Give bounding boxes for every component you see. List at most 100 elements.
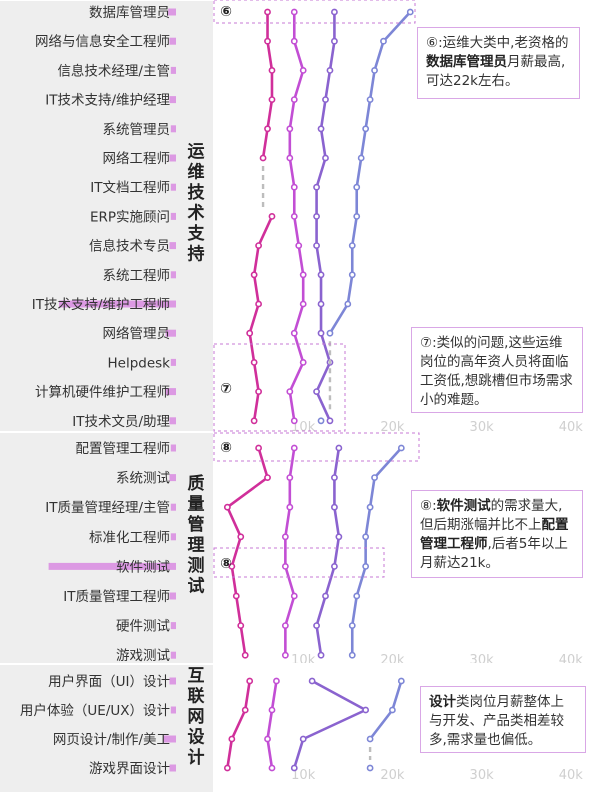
x-tick-qa-10k: 10k [291, 653, 316, 668]
series-segment [257, 446, 269, 479]
row-label: IT质量管理工程师 [63, 589, 170, 605]
series-point [290, 444, 298, 452]
series-segment [284, 594, 296, 627]
series-point [290, 183, 298, 191]
series-point [223, 503, 231, 511]
row-label: IT技术支持/维护经理 [45, 93, 170, 109]
x-tick-design-20k: 20k [380, 768, 405, 783]
note-7: ⑦:类似的问题,这些运维岗位的高年资人员将面临工资低,想跳槽但市场需求小的难题。 [411, 327, 583, 413]
demand-bar [169, 37, 176, 45]
series-segment [319, 331, 332, 364]
row-label: IT技术文员/助理 [72, 414, 170, 430]
series-point [313, 183, 320, 191]
demand-bar [170, 444, 176, 452]
note-8: ⑧:软件测试的需求量大,但后期涨幅并比不上配置管理工程师,后者5年以上月薪达21… [411, 490, 583, 578]
note-9-bold: 设计 [429, 694, 456, 710]
series-point [290, 8, 298, 16]
series-segment [288, 156, 296, 189]
row-label: IT质量管理经理/主管 [45, 500, 170, 516]
series-segment [270, 679, 278, 712]
series-segment [230, 708, 247, 741]
series-point [397, 444, 405, 452]
series-point [268, 96, 276, 103]
series-segment [333, 505, 341, 539]
series-point [255, 388, 262, 395]
series-segment [355, 565, 367, 598]
series-segment [235, 594, 243, 627]
section-title-design: 互联网设计 [188, 666, 205, 768]
row-label: 系统测试 [116, 471, 170, 487]
series-point [286, 474, 294, 481]
series-point [326, 67, 334, 74]
series-segment [292, 302, 305, 335]
series-segment [248, 302, 260, 335]
series-point [326, 329, 334, 337]
x-tick-design-40k: 40k [559, 768, 584, 783]
row-label: IT文档工程师 [90, 180, 170, 196]
demand-bar [169, 417, 176, 425]
demand-bar [59, 300, 176, 308]
series-segment [315, 594, 327, 627]
demand-bar [170, 622, 176, 630]
x-tick-design-10k: 10k [291, 768, 316, 783]
note-8-mid: 的需求量大,但后期涨幅并比不上 [420, 498, 563, 533]
note-7-text: ⑦:类似的问题,这些运维岗位的高年资人员将面临工资低,想跳槽但市场需求小的难题。 [420, 335, 573, 408]
series-point [246, 329, 254, 337]
series-point [331, 474, 338, 481]
x-tick-qa-20k: 20k [380, 653, 405, 668]
row-label: 软件测试 [116, 559, 170, 575]
series-point [406, 8, 414, 16]
series-point [286, 154, 294, 162]
note-8-bold: 软件测试 [436, 498, 491, 514]
series-segment [382, 10, 412, 43]
series-segment [324, 69, 332, 101]
series-point [290, 212, 298, 220]
series-point [366, 96, 374, 103]
series-point [268, 212, 276, 220]
series-segment [292, 215, 301, 247]
series-point [299, 271, 307, 279]
row-label: 标准化工程师 [89, 530, 170, 546]
series-segment [319, 98, 327, 131]
series-point [308, 677, 316, 685]
series-point [322, 96, 329, 103]
series-segment [292, 39, 305, 72]
note-6-post: 月薪最高,可达22k左右。 [426, 54, 566, 89]
series-segment [266, 737, 274, 770]
series-point [388, 706, 396, 714]
demand-bar [170, 125, 176, 133]
series-segment [310, 679, 367, 712]
series-segment [364, 505, 372, 539]
demand-bar [169, 96, 176, 104]
series-point [335, 444, 343, 452]
note-8-pre: ⑧: [420, 498, 437, 514]
series-segment [315, 361, 332, 393]
row-label: 网络管理员 [103, 326, 171, 342]
series-segment [292, 69, 305, 101]
row-label: 用户界面（UI）设计 [48, 673, 170, 690]
series-segment [301, 708, 367, 741]
series-point [299, 300, 307, 308]
series-point [344, 300, 352, 308]
series-segment [230, 565, 238, 598]
series-point [250, 271, 258, 279]
x-tick-design-30k: 30k [470, 768, 495, 783]
series-point [331, 37, 338, 45]
series-segment [319, 127, 327, 160]
demand-bar [163, 735, 176, 743]
series-point [255, 300, 262, 308]
demand-bar [169, 242, 176, 250]
x-tick-qa-40k: 40k [559, 653, 584, 668]
series-point [317, 300, 325, 308]
series-point [259, 154, 267, 162]
series-point [255, 242, 262, 249]
series-point [299, 358, 307, 366]
demand-bar [169, 677, 176, 685]
section-title-ops: 运维技术支持 [188, 142, 206, 265]
series-point [250, 417, 258, 425]
series-point [317, 125, 325, 133]
series-point [281, 563, 289, 570]
series-point [348, 622, 356, 629]
note-6-pre: ⑥:运维大类中,老资格的 [426, 35, 569, 51]
series-point [223, 764, 231, 772]
